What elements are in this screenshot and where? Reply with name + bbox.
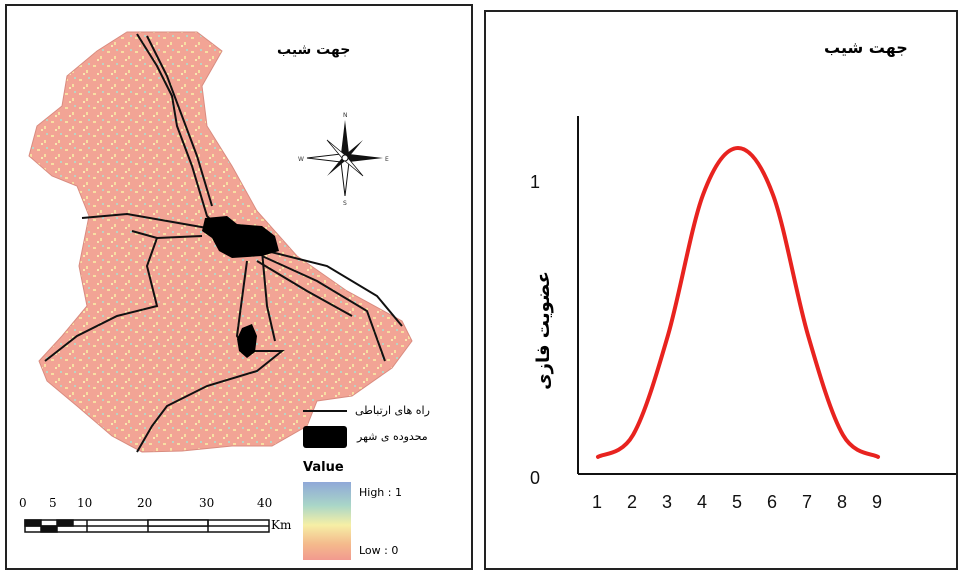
- legend-high-label: High : 1: [359, 486, 402, 499]
- chart-title: جهت شیب: [824, 38, 908, 57]
- scale-tick-10: 10: [77, 496, 93, 510]
- north-arrow-icon: N E W S: [298, 112, 389, 207]
- scale-tick-5: 5: [49, 496, 57, 510]
- svg-text:S: S: [343, 200, 347, 207]
- legend-value-title: Value: [303, 460, 344, 475]
- city-area-small: [237, 324, 257, 358]
- x-tick-label: 4: [697, 492, 708, 512]
- x-tick-label: 5: [732, 492, 743, 512]
- legend-color-ramp: [303, 482, 351, 560]
- legend-roads-label: راه های ارتباطی: [355, 404, 430, 417]
- x-tick-label: 3: [662, 492, 673, 512]
- svg-text:N: N: [343, 112, 348, 119]
- y-tick-label: 0: [530, 468, 541, 488]
- scale-unit: Km: [271, 518, 292, 532]
- series-line-0: [596, 145, 880, 459]
- x-tick-label: 6: [767, 492, 778, 512]
- chart-plot: [577, 116, 956, 475]
- x-tick-label: 7: [802, 492, 813, 512]
- scale-tick-40: 40: [257, 496, 273, 510]
- map-canvas: N E W S: [24, 31, 413, 560]
- scale-bar: [24, 519, 270, 533]
- scale-tick-20: 20: [137, 496, 153, 510]
- legend-city-symbol: [303, 426, 347, 448]
- x-tick-label: 8: [837, 492, 848, 512]
- x-tick-label: 1: [592, 492, 603, 512]
- svg-text:W: W: [298, 156, 304, 163]
- scale-tick-0: 0: [19, 496, 27, 510]
- x-tick-label: 2: [627, 492, 638, 512]
- legend-city-label: محدوده ی شهر: [357, 430, 428, 443]
- x-tick-label: 9: [872, 492, 883, 512]
- y-tick-label: 1: [530, 172, 541, 192]
- legend-low-label: Low : 0: [359, 544, 399, 557]
- scale-tick-30: 30: [199, 496, 215, 510]
- map-title: جهت شیب: [277, 42, 351, 58]
- svg-text:E: E: [385, 156, 389, 163]
- map-panel: جهت شیب: [5, 4, 473, 570]
- city-area: [202, 216, 279, 258]
